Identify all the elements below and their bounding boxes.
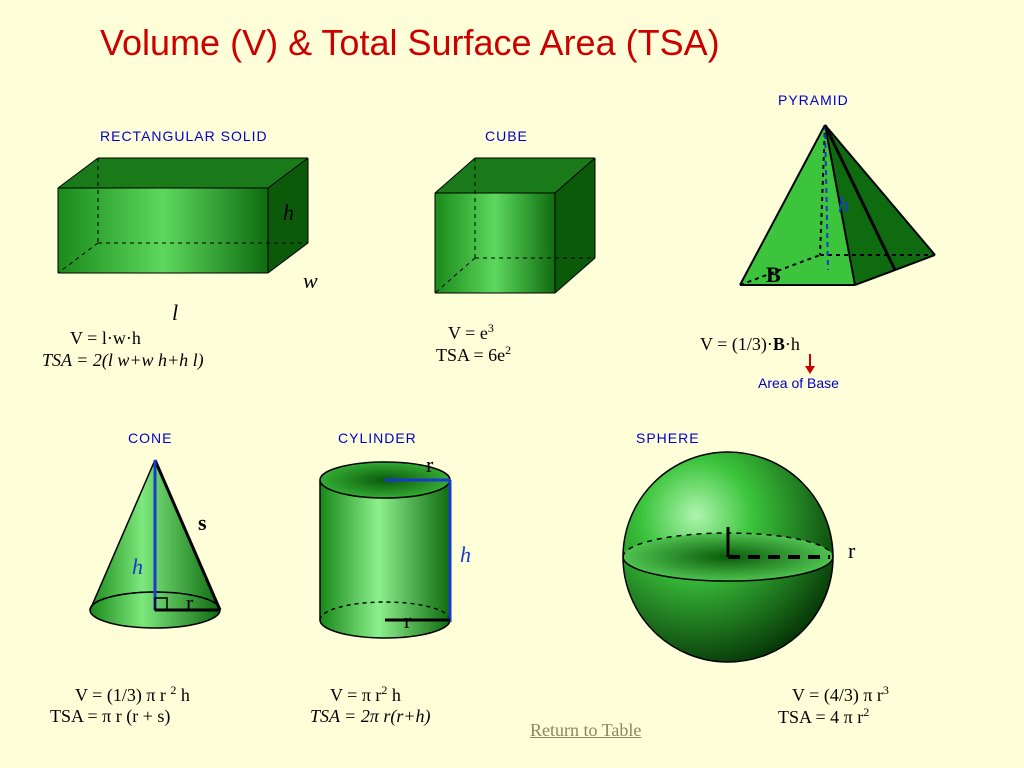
rect-tsa: TSA = 2(l w+w h+h l) <box>42 348 204 373</box>
cylinder-r-bot-label: r <box>404 608 411 634</box>
sphere-icon <box>610 445 850 670</box>
pyramid-volume: V = (1/3)·B·h <box>700 332 800 357</box>
sphere-r-label: r <box>848 538 855 564</box>
rect-label: RECTANGULAR SOLID <box>100 128 268 144</box>
rect-h-label: h <box>283 200 294 226</box>
cone-h-label: h <box>132 554 143 580</box>
cube-icon <box>420 148 610 308</box>
cylinder-r-top-label: r <box>426 452 433 478</box>
cylinder-icon <box>300 452 480 647</box>
cone-s-label: s <box>198 510 207 536</box>
pyramid-arrow-icon <box>800 352 820 377</box>
sphere-label: SPHERE <box>636 430 700 446</box>
cube-label: CUBE <box>485 128 528 144</box>
cone-icon <box>60 450 250 640</box>
cylinder-label: CYLINDER <box>338 430 417 446</box>
return-link[interactable]: Return to Table <box>530 720 641 741</box>
cone-label: CONE <box>128 430 172 446</box>
rect-l-label: l <box>172 300 178 326</box>
rectangular-solid-icon <box>48 148 318 288</box>
pyramid-label: PYRAMID <box>778 92 849 108</box>
pyramid-icon <box>700 110 950 300</box>
cylinder-h-label: h <box>460 542 471 568</box>
pyramid-b-label: B <box>766 262 781 288</box>
rect-w-label: w <box>303 268 318 294</box>
cylinder-tsa: TSA = 2π r(r+h) <box>310 704 431 729</box>
pyramid-h-label: h <box>838 192 849 218</box>
sphere-tsa: TSA = 4 π r2 <box>778 704 869 730</box>
pyramid-base-note: Area of Base <box>758 375 839 391</box>
cone-r-label: r <box>186 590 193 616</box>
cone-tsa: TSA = π r (r + s) <box>50 704 170 729</box>
cube-tsa: TSA = 6e2 <box>436 342 511 368</box>
page-title: Volume (V) & Total Surface Area (TSA) <box>100 22 720 64</box>
